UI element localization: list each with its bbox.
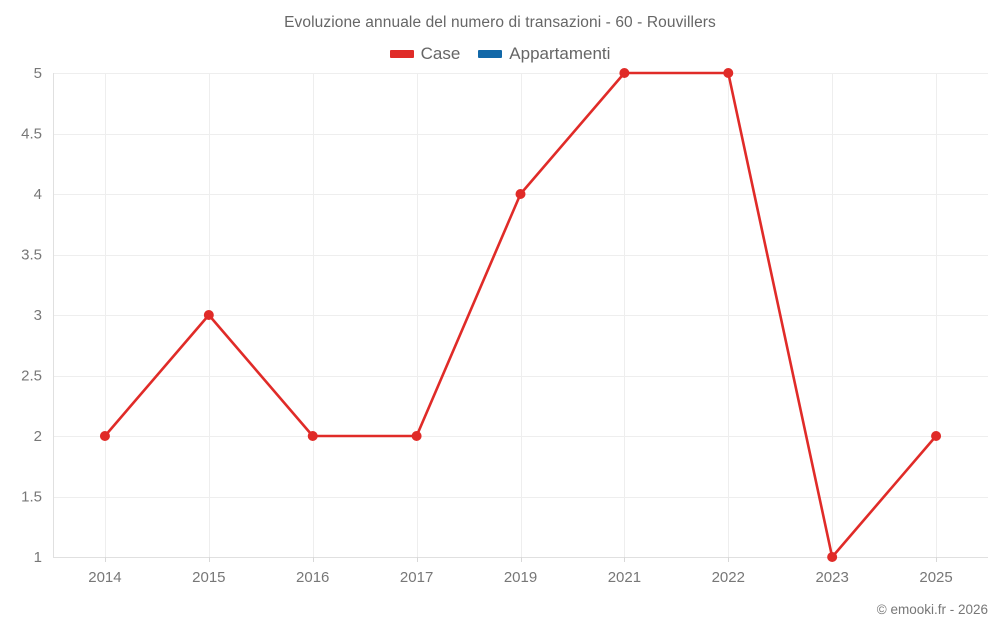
data-point-marker[interactable] xyxy=(827,552,838,562)
x-axis-tick-labels: 2014 2015 2016 2017 2019 2021 2022 2023 2025 xyxy=(88,569,952,586)
x-tick-label: 2016 xyxy=(296,569,329,586)
x-tick-label: 2022 xyxy=(712,569,745,586)
vertical-gridlines xyxy=(105,73,937,557)
y-tick-label: 1.5 xyxy=(21,489,42,506)
horizontal-gridlines xyxy=(53,73,988,558)
chart-legend: Case Appartamenti xyxy=(0,45,1000,62)
data-point-marker[interactable] xyxy=(515,189,526,199)
data-point-marker[interactable] xyxy=(931,431,942,441)
copyright-credit: © emooki.fr - 2026 xyxy=(876,602,988,617)
y-tick-label: 3.5 xyxy=(21,247,42,264)
data-point-marker[interactable] xyxy=(723,68,734,78)
chart-title: Evoluzione annuale del numero di transaz… xyxy=(284,14,716,31)
y-tick-label: 1 xyxy=(34,549,42,566)
x-tick-label: 2023 xyxy=(815,569,848,586)
data-point-marker[interactable] xyxy=(99,431,110,441)
x-tick-label: 2015 xyxy=(192,569,225,586)
data-point-marker[interactable] xyxy=(307,431,318,441)
y-tick-label: 2 xyxy=(34,428,42,445)
y-axis-tick-labels: 5 4.5 4 3.5 3 2.5 2 1.5 1 xyxy=(21,65,42,566)
y-tick-label: 3 xyxy=(34,307,42,324)
legend-swatch-case xyxy=(389,49,414,58)
legend-label-appartamenti: Appartamenti xyxy=(509,44,611,63)
x-tick-label: 2017 xyxy=(400,569,433,586)
data-point-marker[interactable] xyxy=(203,310,214,320)
data-point-marker[interactable] xyxy=(619,68,630,78)
data-point-marker[interactable] xyxy=(411,431,422,441)
y-tick-label: 4 xyxy=(34,186,42,203)
legend-item-appartamenti[interactable]: Appartamenti xyxy=(478,45,610,62)
y-tick-label: 5 xyxy=(34,65,42,82)
legend-item-case[interactable]: Case xyxy=(389,44,461,63)
data-series-group xyxy=(99,68,942,562)
x-tick-label: 2021 xyxy=(608,569,641,586)
legend-label-case: Case xyxy=(420,44,461,63)
y-tick-label: 2.5 xyxy=(21,368,42,385)
x-tick-label: 2025 xyxy=(919,569,952,586)
x-tick-label: 2014 xyxy=(88,569,121,586)
legend-swatch-appartamenti xyxy=(478,49,503,58)
x-tick-label: 2019 xyxy=(504,569,537,586)
y-tick-label: 4.5 xyxy=(21,126,42,143)
